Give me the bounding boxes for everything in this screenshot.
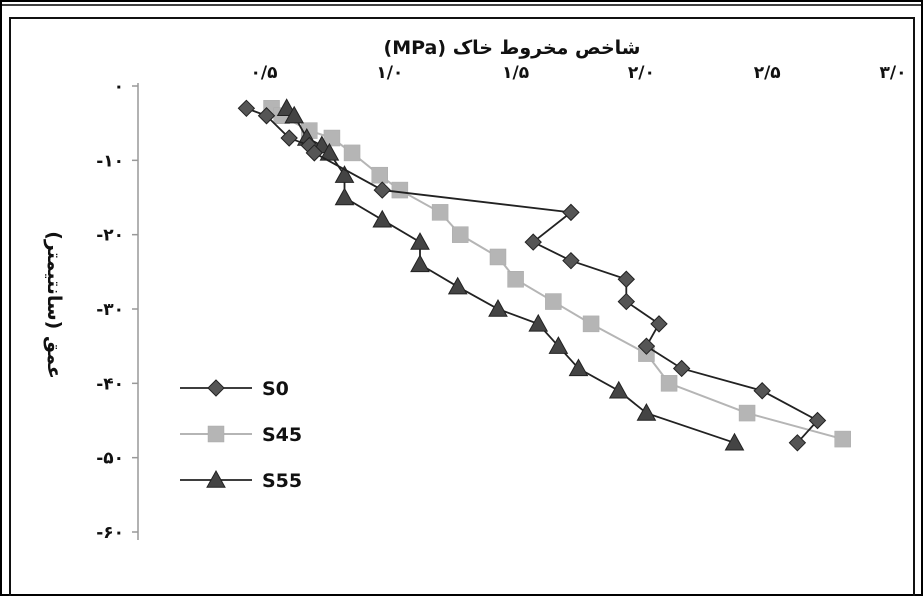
series-s0-point (637, 337, 656, 355)
legend-marker-s45 (207, 425, 225, 443)
series-s0-point (305, 144, 324, 162)
series-s55-point (724, 432, 745, 451)
series-s0-point (562, 251, 580, 270)
series-s45-point (834, 430, 851, 448)
series-s0 (237, 99, 827, 452)
x-axis-title: شاخص مخروط خاک (MPa) (384, 37, 641, 59)
series-s0-point (650, 315, 668, 333)
y-tick-label: -۱۰ (96, 151, 124, 171)
x-tick-label: ۲/۵ (754, 63, 781, 83)
series-s0-point (808, 411, 827, 430)
x-tick-label: ۱/۰ (376, 63, 403, 83)
y-tick-label: -۲۰ (96, 226, 124, 246)
x-tick-label: ۳/۰ (880, 63, 907, 83)
y-tick-label: -۶۰ (96, 523, 124, 543)
series-s0-point (373, 181, 391, 199)
series-group (237, 98, 851, 452)
series-s55-point (447, 276, 468, 295)
series-s55-point (319, 142, 340, 161)
y-tick-label: -۴۰ (96, 374, 124, 394)
series-s0-point (753, 382, 771, 400)
series-s45-point (489, 248, 507, 266)
y-tick-label: ۰ (114, 77, 124, 97)
series-s0-point (257, 107, 276, 125)
series-s0-point (562, 203, 580, 222)
series-s0-point (617, 270, 636, 288)
legend-label-s45: S45 (262, 424, 302, 446)
series-s45-point (507, 271, 524, 288)
legend-item-s45: S45 (180, 424, 302, 446)
series-s55-point (568, 358, 589, 377)
series-s45-point (343, 144, 361, 162)
series-s55-point (334, 165, 355, 183)
series-s55-point (636, 403, 657, 421)
series-s55-point (410, 254, 430, 273)
series-s45-point (660, 375, 678, 392)
x-tick-label: ۱/۵ (502, 63, 529, 83)
series-s45-point (371, 166, 388, 184)
x-tick-label: ۰/۵ (251, 63, 278, 83)
series-s55-point (410, 232, 430, 250)
legend-marker-s55 (206, 469, 226, 488)
legend-label-s0: S0 (262, 378, 289, 400)
series-s55-point (488, 298, 508, 317)
x-tick-group: ۰/۵ ۱/۰ ۱/۵ ۲/۰ ۲/۵ ۳/۰ (251, 63, 907, 83)
x-tick-label: ۲/۰ (628, 63, 655, 83)
legend-item-s0: S0 (180, 378, 289, 400)
series-s45-point (738, 404, 756, 422)
series-s45-point (323, 129, 341, 147)
chart-area-border (9, 17, 915, 596)
legend-item-s55: S55 (180, 469, 302, 492)
series-s0-point (617, 292, 636, 311)
legend: S0 S45 S55 (180, 378, 302, 492)
series-s55-point (372, 209, 393, 228)
series-s45-point (545, 293, 562, 310)
series-s0-point (524, 233, 542, 251)
series-s55-point (608, 380, 629, 399)
y-axis-title: عمق (سانتیمتر) (43, 231, 65, 379)
series-s45-point (431, 204, 449, 221)
series-s55-point (334, 187, 355, 206)
y-tick-label: -۵۰ (96, 449, 124, 469)
y-tick-label: -۳۰ (96, 300, 124, 320)
series-s55-point (548, 336, 569, 354)
series-s55-point (528, 313, 549, 332)
series-s45-point (391, 181, 409, 199)
legend-label-s55: S55 (262, 470, 302, 492)
series-s0-point (788, 434, 807, 452)
series-s0-point (672, 359, 691, 378)
y-tick-group: ۰ -۱۰ -۲۰ -۳۰ -۴۰ -۵۰ -۶۰ (96, 77, 138, 543)
legend-marker-s0 (207, 379, 225, 397)
series-s45-point (451, 226, 469, 243)
series-s55 (276, 98, 745, 451)
series-s55-point (284, 105, 305, 124)
series-s45-point (582, 315, 600, 333)
series-s0-point (280, 129, 298, 147)
series-s0-point (237, 99, 256, 118)
